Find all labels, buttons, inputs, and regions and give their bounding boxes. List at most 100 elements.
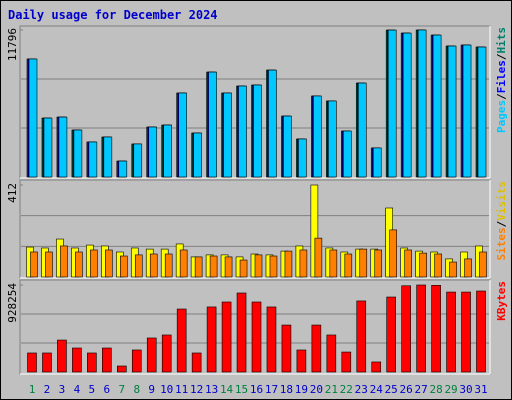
bar (296, 349, 307, 373)
bar (164, 253, 173, 278)
bar (328, 100, 337, 178)
legend-entry: Sites (495, 227, 508, 260)
legend: KBytes (495, 281, 508, 321)
bar (269, 255, 278, 278)
bar (432, 34, 442, 178)
legend-entry: Hits (495, 27, 508, 54)
bar (57, 339, 67, 373)
bar (329, 249, 338, 278)
bar (371, 361, 382, 373)
bar (461, 291, 471, 373)
bar (27, 352, 37, 373)
x-tick-label: 14 (220, 383, 234, 396)
legend-entry: KBytes (495, 281, 508, 321)
bar (356, 300, 367, 373)
x-tick-label: 8 (133, 383, 140, 396)
x-tick-label: 4 (74, 383, 81, 396)
bar (479, 251, 487, 278)
x-tick-label: 19 (295, 383, 308, 396)
bar (298, 138, 307, 178)
x-tick-label: 9 (148, 383, 155, 396)
bar (148, 126, 158, 178)
x-tick-label: 1 (29, 383, 36, 396)
bar (357, 82, 367, 178)
bar (42, 352, 52, 373)
legend-entry: Pages (495, 100, 508, 133)
bar (344, 253, 353, 278)
bar (133, 143, 143, 178)
x-tick-label: 2 (44, 383, 51, 396)
bar (194, 256, 203, 278)
bar (103, 136, 113, 178)
x-tick-label: 18 (280, 383, 293, 396)
bar (449, 261, 457, 278)
bar (314, 237, 323, 278)
bar (193, 132, 202, 178)
x-tick-label: 6 (104, 383, 111, 396)
bar (179, 249, 188, 278)
legend: Sites/Visits (495, 181, 508, 261)
bar (90, 249, 98, 278)
x-tick-label: 25 (385, 383, 398, 396)
bar (134, 254, 143, 278)
x-tick-label: 20 (310, 383, 323, 396)
bar (313, 95, 322, 178)
x-tick-label: 24 (370, 383, 384, 396)
bar (28, 58, 38, 178)
bar (223, 92, 232, 178)
y-tick-label: 11796 (6, 28, 19, 61)
bar (105, 249, 113, 278)
bar (87, 352, 97, 373)
bar (176, 308, 187, 373)
bar (118, 160, 128, 178)
bar (191, 352, 202, 373)
bar (447, 45, 457, 178)
legend-entry: Visits (495, 181, 508, 221)
bar (178, 92, 187, 178)
bar (72, 347, 82, 373)
bar (389, 229, 398, 278)
bar (43, 117, 53, 178)
bar (73, 129, 83, 178)
bar (266, 306, 277, 373)
bar (58, 116, 68, 178)
legend: Pages/Files/Hits (495, 27, 508, 133)
bar (401, 285, 411, 373)
bar (30, 251, 38, 278)
bar (254, 254, 263, 278)
bar (386, 296, 397, 373)
bar (60, 245, 68, 278)
bar (283, 115, 292, 178)
y-tick-label: 928254 (6, 283, 19, 323)
bar (221, 301, 232, 373)
bar (236, 292, 247, 373)
bar (239, 259, 248, 278)
bar (374, 249, 383, 278)
y-tick-label: 412 (6, 183, 19, 203)
bar (284, 250, 293, 278)
bar (416, 284, 426, 373)
x-tick-label: 5 (89, 383, 96, 396)
x-tick-label: 31 (474, 383, 487, 396)
bar (253, 84, 262, 178)
x-tick-label: 15 (235, 383, 248, 396)
x-tick-label: 10 (160, 383, 173, 396)
bar (372, 147, 382, 178)
x-tick-label: 30 (459, 383, 472, 396)
bar (311, 324, 322, 373)
bar (146, 337, 157, 373)
bar (88, 141, 98, 178)
bar (310, 184, 319, 278)
x-tick-label: 29 (444, 383, 457, 396)
x-tick-label: 16 (250, 383, 263, 396)
bar (434, 253, 442, 278)
x-tick-label: 26 (400, 383, 413, 396)
chart-title: Daily usage for December 2024 (8, 8, 218, 22)
bar (208, 71, 217, 178)
bar (446, 291, 456, 373)
x-tick-label: 12 (190, 383, 203, 396)
bar (419, 252, 427, 278)
bar (402, 32, 412, 178)
bar (75, 251, 83, 278)
legend-entry: Files (495, 60, 508, 93)
